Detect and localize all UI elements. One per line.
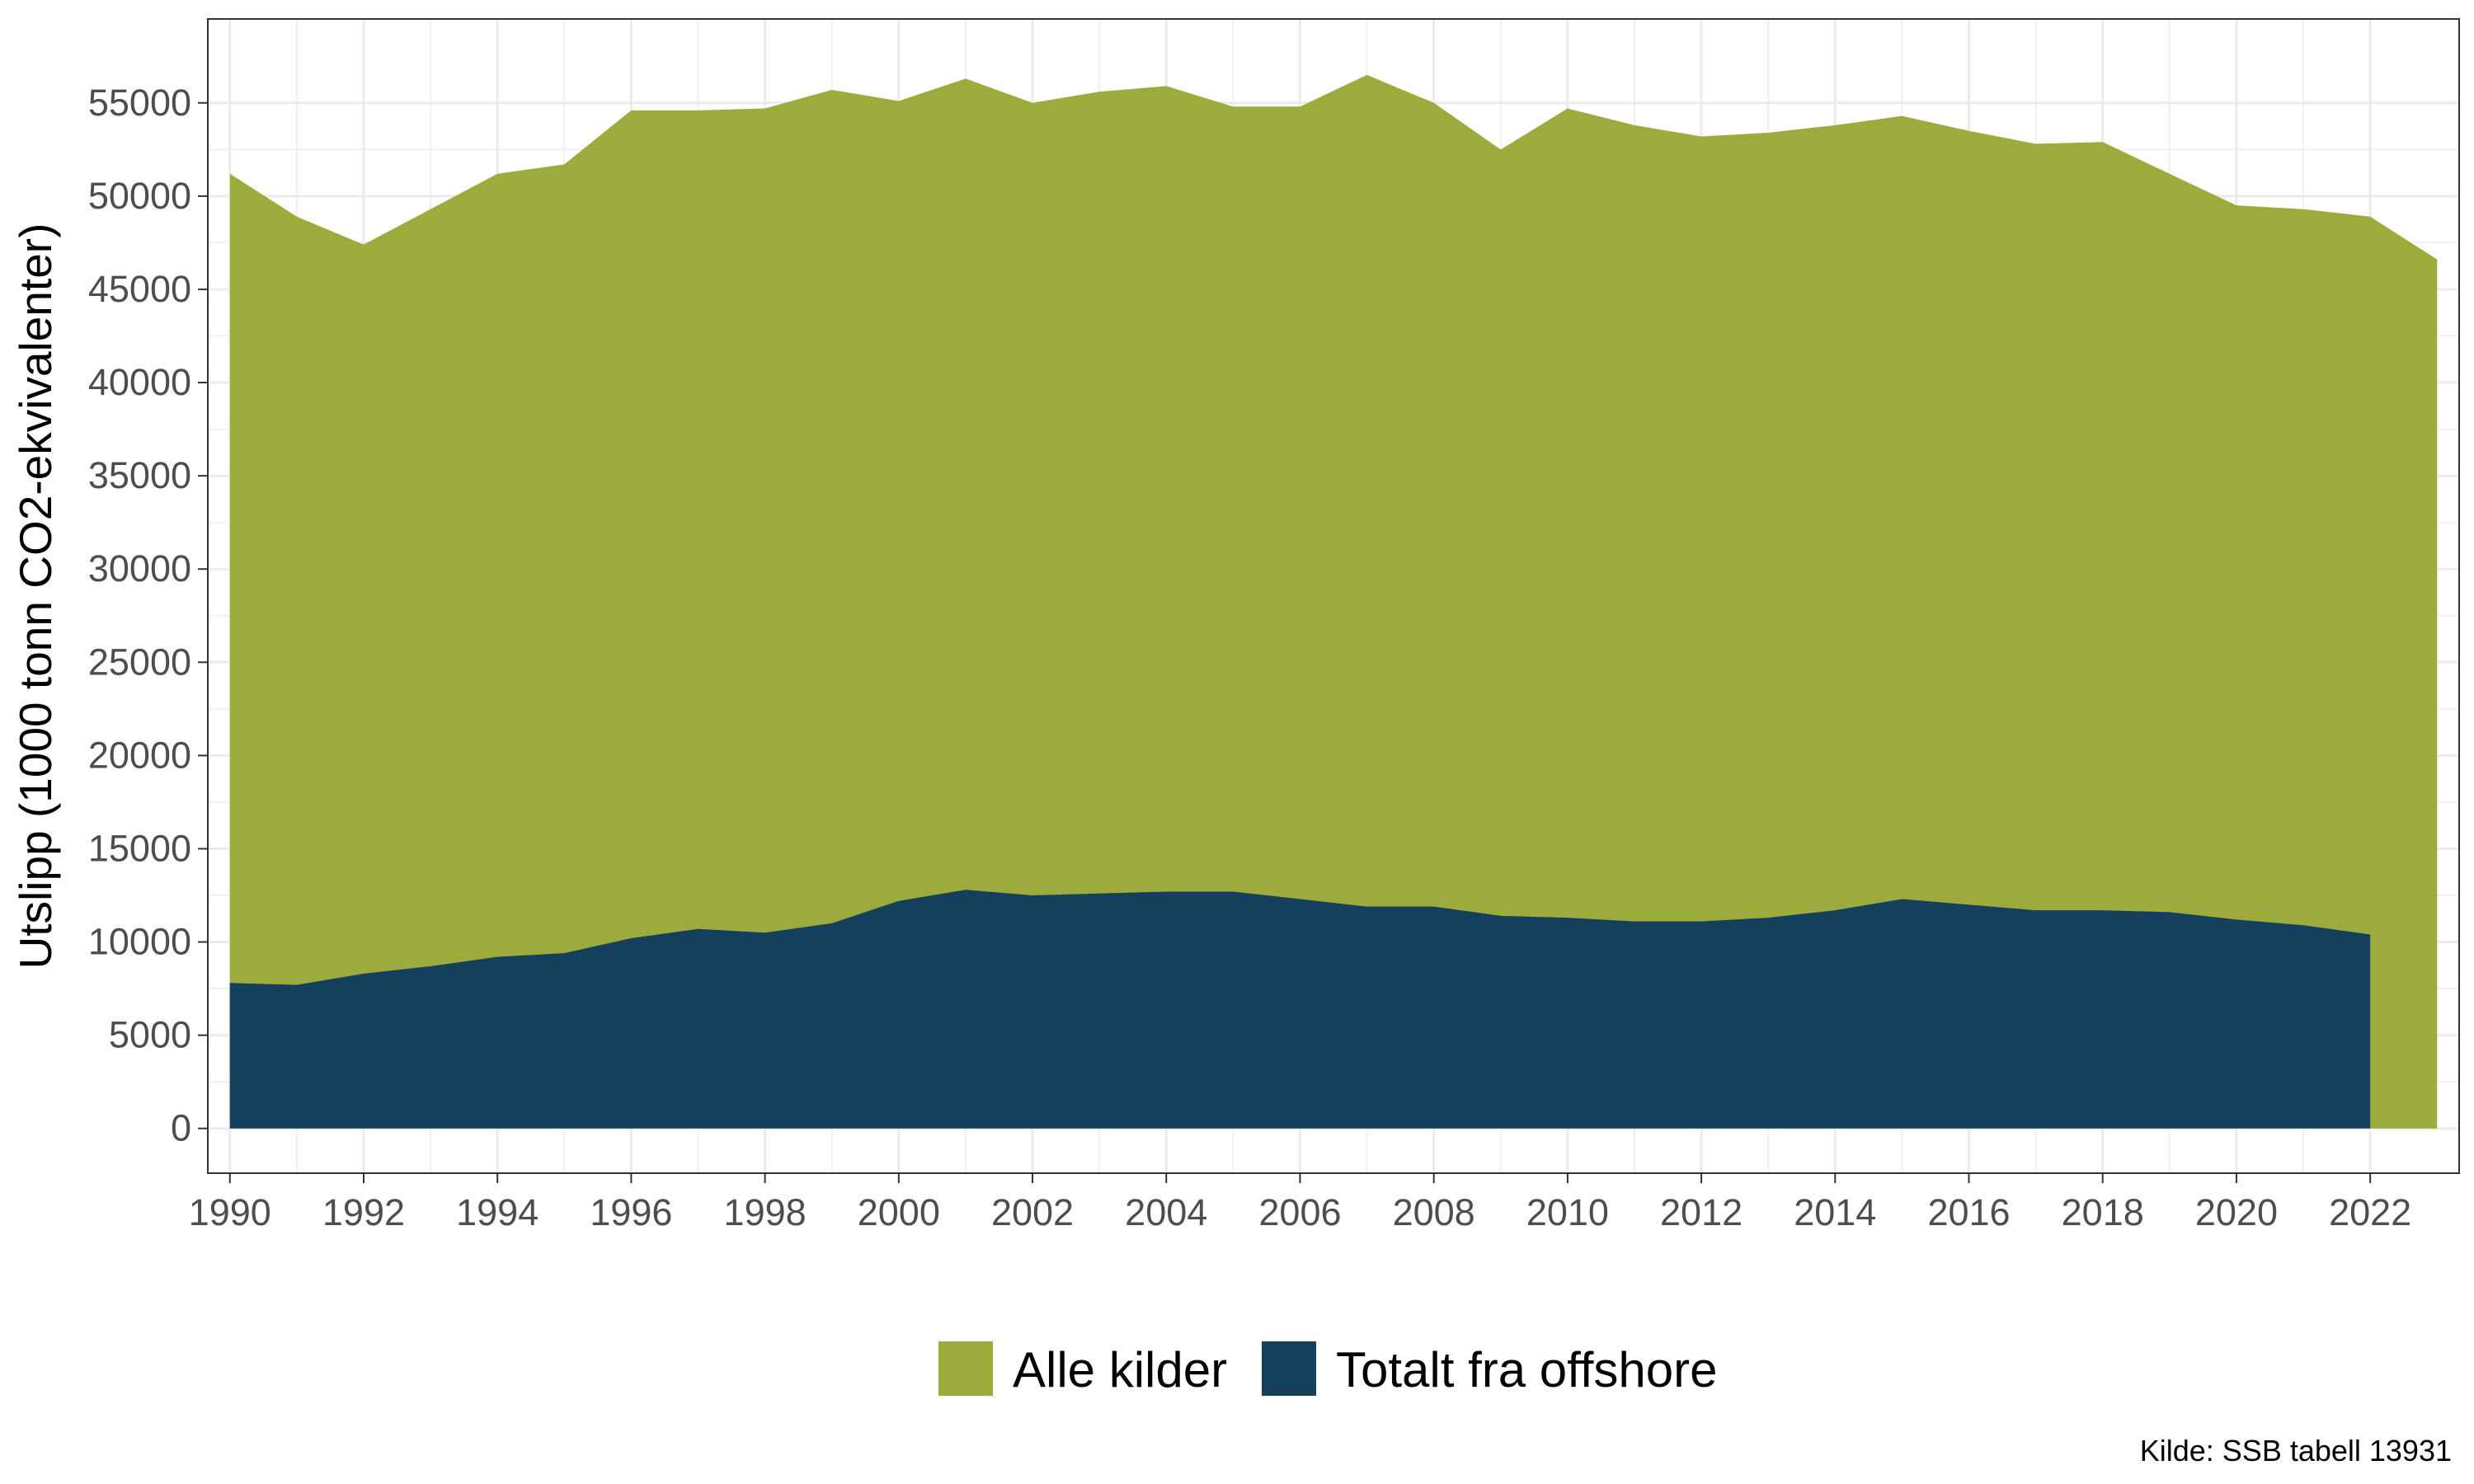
x-axis: 1990 1992 1994 1996 1998 2000 2002 2004 2006 2008… <box>189 1173 2411 1233</box>
legend-label: Alle kilder <box>1013 1342 1227 1397</box>
x-tick-label: 2000 <box>858 1191 940 1233</box>
x-tick-label: 2008 <box>1393 1191 1475 1233</box>
y-tick-label: 40000 <box>88 361 191 403</box>
x-tick-label: 2010 <box>1526 1191 1609 1233</box>
x-tick-label: 2006 <box>1258 1191 1341 1233</box>
y-tick-label: 25000 <box>88 641 191 683</box>
legend-key <box>938 1341 993 1396</box>
y-tick-label: 45000 <box>88 268 191 310</box>
plot-panel-border <box>207 18 2460 1174</box>
x-tick-label: 2004 <box>1125 1191 1207 1233</box>
y-tick-label: 35000 <box>88 454 191 496</box>
y-tick-label: 10000 <box>88 921 191 963</box>
y-tick-label: 0 <box>171 1107 191 1149</box>
legend-label: Totalt fra offshore <box>1336 1342 1717 1397</box>
x-tick-label: 2002 <box>991 1191 1074 1233</box>
y-tick-label: 20000 <box>88 734 191 776</box>
legend: Alle kilder Totalt fra offshore <box>938 1341 1717 1397</box>
legend-key <box>1262 1341 1316 1396</box>
y-axis-title: Utslipp (1000 tonn CO2-ekvivalenter) <box>10 223 61 970</box>
x-tick-label: 2020 <box>2195 1191 2278 1233</box>
area-alle-kilder <box>229 74 2438 1129</box>
y-tick-label: 15000 <box>88 827 191 869</box>
y-axis: 0 5000 10000 15000 20000 25000 30000 35000 40000… <box>88 82 208 1149</box>
y-tick-label: 5000 <box>109 1014 191 1056</box>
y-tick-label: 50000 <box>88 175 191 217</box>
x-tick-label: 1996 <box>590 1191 672 1233</box>
y-tick-label: 55000 <box>88 82 191 124</box>
area-series <box>229 74 2438 1129</box>
x-tick-label: 2018 <box>2062 1191 2144 1233</box>
x-tick-label: 1994 <box>456 1191 539 1233</box>
x-tick-label: 2016 <box>1927 1191 2010 1233</box>
source-caption: Kilde: SSB tabell 13931 <box>2140 1434 2452 1468</box>
area-totalt-fra-offshore <box>229 890 2371 1129</box>
x-tick-label: 2012 <box>1660 1191 1743 1233</box>
x-tick-label: 2022 <box>2329 1191 2411 1233</box>
y-tick-label: 30000 <box>88 547 191 589</box>
x-tick-label: 1992 <box>322 1191 405 1233</box>
x-tick-label: 1990 <box>189 1191 271 1233</box>
x-tick-label: 2014 <box>1794 1191 1876 1233</box>
x-tick-label: 1998 <box>724 1191 807 1233</box>
